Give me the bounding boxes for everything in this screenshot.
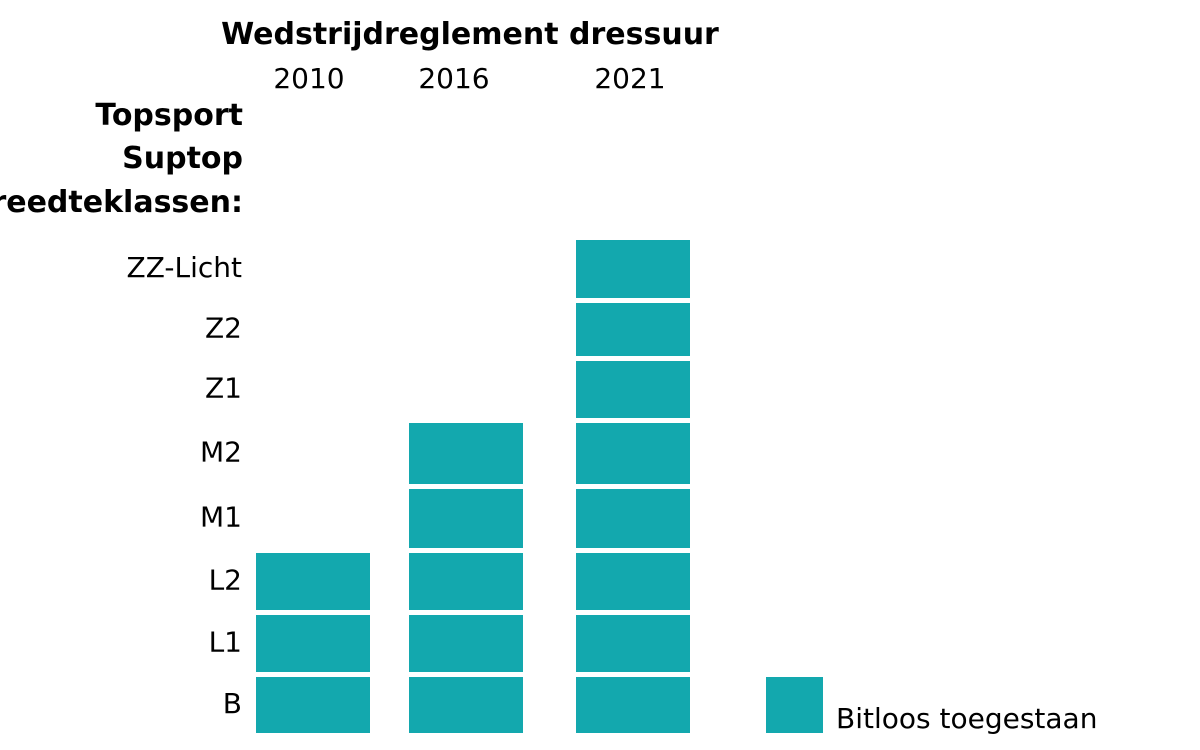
category-label-z1: Z1 [205,372,242,405]
block-2021-m1 [576,489,690,548]
category-labels: B L1 L2 M1 M2 Z1 Z2 ZZ-Licht [127,251,242,720]
legend: Bitloos toegestaan [766,677,1097,735]
block-2016-l1 [409,615,523,672]
block-2021-b [576,677,690,733]
category-label-z2: Z2 [205,312,242,345]
chart-title: Wedstrijdreglement dressuur [221,17,719,52]
block-2021-l2 [576,553,690,610]
block-2016-m2 [409,423,523,484]
category-label-m1: M1 [200,501,242,534]
legend-label: Bitloos toegestaan [836,702,1097,735]
group-label-topsport: Topsport [95,98,243,133]
block-2016-l2 [409,553,523,610]
year-label-2021: 2021 [594,62,665,95]
block-2021-m2 [576,423,690,484]
category-label-m2: M2 [200,436,242,469]
category-label-zz-licht: ZZ-Licht [127,251,242,284]
category-label-b: B [223,687,242,720]
category-label-l2: L2 [209,564,242,597]
block-2010-l1 [256,615,370,672]
year-label-2010: 2010 [273,62,344,95]
group-label-breedteklassen: Breedteklassen: [0,185,243,220]
block-2016-m1 [409,489,523,548]
block-2016-b [409,677,523,733]
block-2021-zz-licht [576,240,690,298]
block-2010-l2 [256,553,370,610]
block-2010-b [256,677,370,733]
legend-swatch [766,677,823,733]
allowed-blocks [256,240,690,733]
chart-header: Wedstrijdreglement dressuur 2010 2016 20… [221,17,719,95]
group-labels: Topsport Suptop Breedteklassen: [0,98,243,220]
block-2021-z1 [576,361,690,418]
block-2021-l1 [576,615,690,672]
block-2021-z2 [576,303,690,356]
year-label-2016: 2016 [418,62,489,95]
category-label-l1: L1 [209,626,242,659]
group-label-suptop: Suptop [122,141,243,176]
